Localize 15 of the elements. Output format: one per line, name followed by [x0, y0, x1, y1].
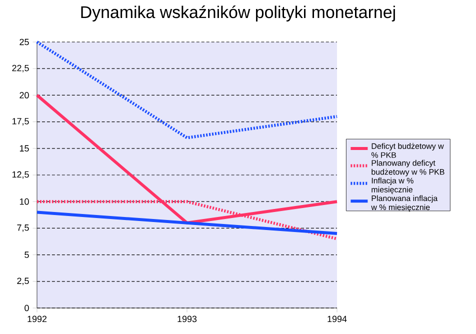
- y-tick-label: 22,5: [12, 64, 29, 72]
- y-tick-label: 25: [20, 38, 29, 46]
- y-tick-label: 17,5: [12, 118, 29, 126]
- y-tick-label: 10: [20, 198, 29, 205]
- y-tick-label: 15: [20, 145, 29, 152]
- x-tick-label: 1993: [178, 316, 197, 322]
- y-tick-label: 20: [20, 92, 29, 98]
- x-tick-label: 1992: [28, 316, 47, 322]
- y-tick-label: 2,5: [17, 278, 29, 286]
- chart-title: Dynamika wskaźników polityki monetarnej: [81, 6, 395, 22]
- x-tick-label: 1994: [328, 316, 347, 322]
- y-tick-label: 7,5: [17, 224, 29, 232]
- y-tick-label: 12,5: [12, 171, 29, 179]
- y-tick-label: 0: [24, 304, 29, 312]
- y-tick-label: 5: [24, 252, 29, 258]
